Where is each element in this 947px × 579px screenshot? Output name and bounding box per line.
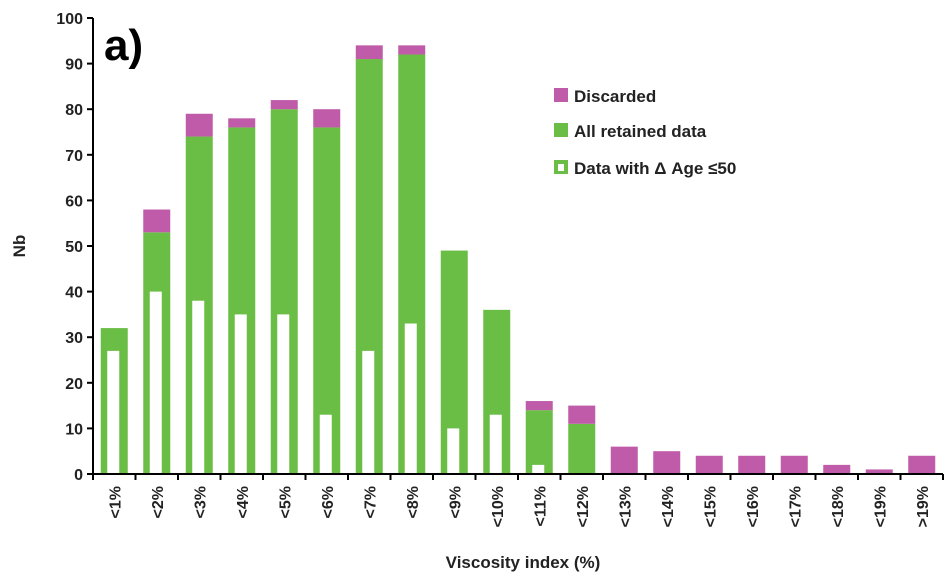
y-tick-label: 60 <box>65 193 83 210</box>
bar-discarded <box>228 118 256 128</box>
bar-age-le-50 <box>489 414 502 474</box>
x-tick-label: <7% <box>362 486 379 518</box>
x-tick-label: <16% <box>745 486 762 527</box>
bar-discarded <box>908 455 936 474</box>
bar-discarded <box>143 209 171 233</box>
y-tick-label: 40 <box>65 285 83 302</box>
y-tick-label: 100 <box>56 11 83 28</box>
legend-swatch-retained <box>554 123 568 137</box>
x-tick-label: <17% <box>787 486 804 527</box>
legend-label-age: Data with Δ Age ≤50 <box>574 159 736 178</box>
bar-discarded <box>398 45 426 55</box>
bar-age-le-50 <box>362 350 375 474</box>
x-tick-label: <8% <box>405 486 422 518</box>
bar-age-le-50 <box>149 291 162 474</box>
x-axis-title: Viscosity index (%) <box>446 553 601 572</box>
y-tick-label: 50 <box>65 239 83 256</box>
legend: Discarded All retained data Data with Δ … <box>554 87 736 178</box>
x-axis: <1% <2% <3% <4% <5% <6% <7% <8% <9% <10% <11% <12% <… <box>92 473 944 527</box>
legend-label-discarded: Discarded <box>574 87 656 106</box>
bar-discarded <box>738 455 766 474</box>
x-tick-label: <1% <box>107 486 124 518</box>
y-tick-label: 80 <box>65 102 83 119</box>
x-tick-label: <9% <box>447 486 464 518</box>
bar-discarded <box>355 45 383 60</box>
bar-age-le-50 <box>319 414 332 474</box>
x-tick-label: <15% <box>702 486 719 527</box>
bar-discarded <box>653 451 681 474</box>
x-tick-label: <13% <box>617 486 634 527</box>
x-tick-label: <6% <box>320 486 337 518</box>
bar-age-le-50 <box>532 464 545 474</box>
x-tick-label: >19% <box>915 486 932 527</box>
bar-discarded <box>865 469 893 474</box>
bar-discarded <box>185 113 213 137</box>
bar-discarded <box>568 405 596 424</box>
bar-discarded <box>313 109 341 128</box>
bar-retained <box>568 423 596 474</box>
bar-age-le-50 <box>234 314 247 474</box>
y-tick-label: 20 <box>65 376 83 393</box>
y-axis: 0 10 20 30 40 50 60 70 80 90 100 <box>56 11 94 484</box>
y-tick-label: 30 <box>65 330 83 347</box>
bar-age-le-50 <box>447 428 460 474</box>
x-tick-label: <3% <box>192 486 209 518</box>
bar-age-le-50 <box>404 323 417 474</box>
bar-discarded <box>780 455 808 474</box>
y-tick-label: 70 <box>65 148 83 165</box>
bar-discarded <box>695 455 723 474</box>
bar-age-le-50 <box>107 350 120 474</box>
bar-discarded <box>525 401 553 411</box>
bars <box>100 45 936 474</box>
y-tick-label: 0 <box>74 467 83 484</box>
x-tick-label: <4% <box>235 486 252 518</box>
legend-swatch-age-inner <box>558 164 564 171</box>
legend-label-retained: All retained data <box>574 122 707 141</box>
bar-discarded <box>610 446 638 474</box>
x-tick-label: <5% <box>277 486 294 518</box>
x-tick-label: <2% <box>150 486 167 518</box>
bar-retained <box>525 410 553 474</box>
y-tick-label: 90 <box>65 57 83 74</box>
bar-discarded <box>270 100 298 110</box>
bar-age-le-50 <box>192 300 205 474</box>
x-tick-label: <10% <box>490 486 507 527</box>
panel-label: a) <box>104 21 143 70</box>
x-tick-label: <12% <box>575 486 592 527</box>
legend-swatch-discarded <box>554 88 568 102</box>
x-tick-label: <14% <box>660 486 677 527</box>
bar-discarded <box>823 464 851 474</box>
x-tick-label: <18% <box>830 486 847 527</box>
x-tick-label: <19% <box>872 486 889 527</box>
x-tick-label: <11% <box>532 486 549 526</box>
bar-age-le-50 <box>277 314 290 474</box>
y-axis-title: Nb <box>10 235 29 258</box>
y-tick-label: 10 <box>65 421 83 438</box>
